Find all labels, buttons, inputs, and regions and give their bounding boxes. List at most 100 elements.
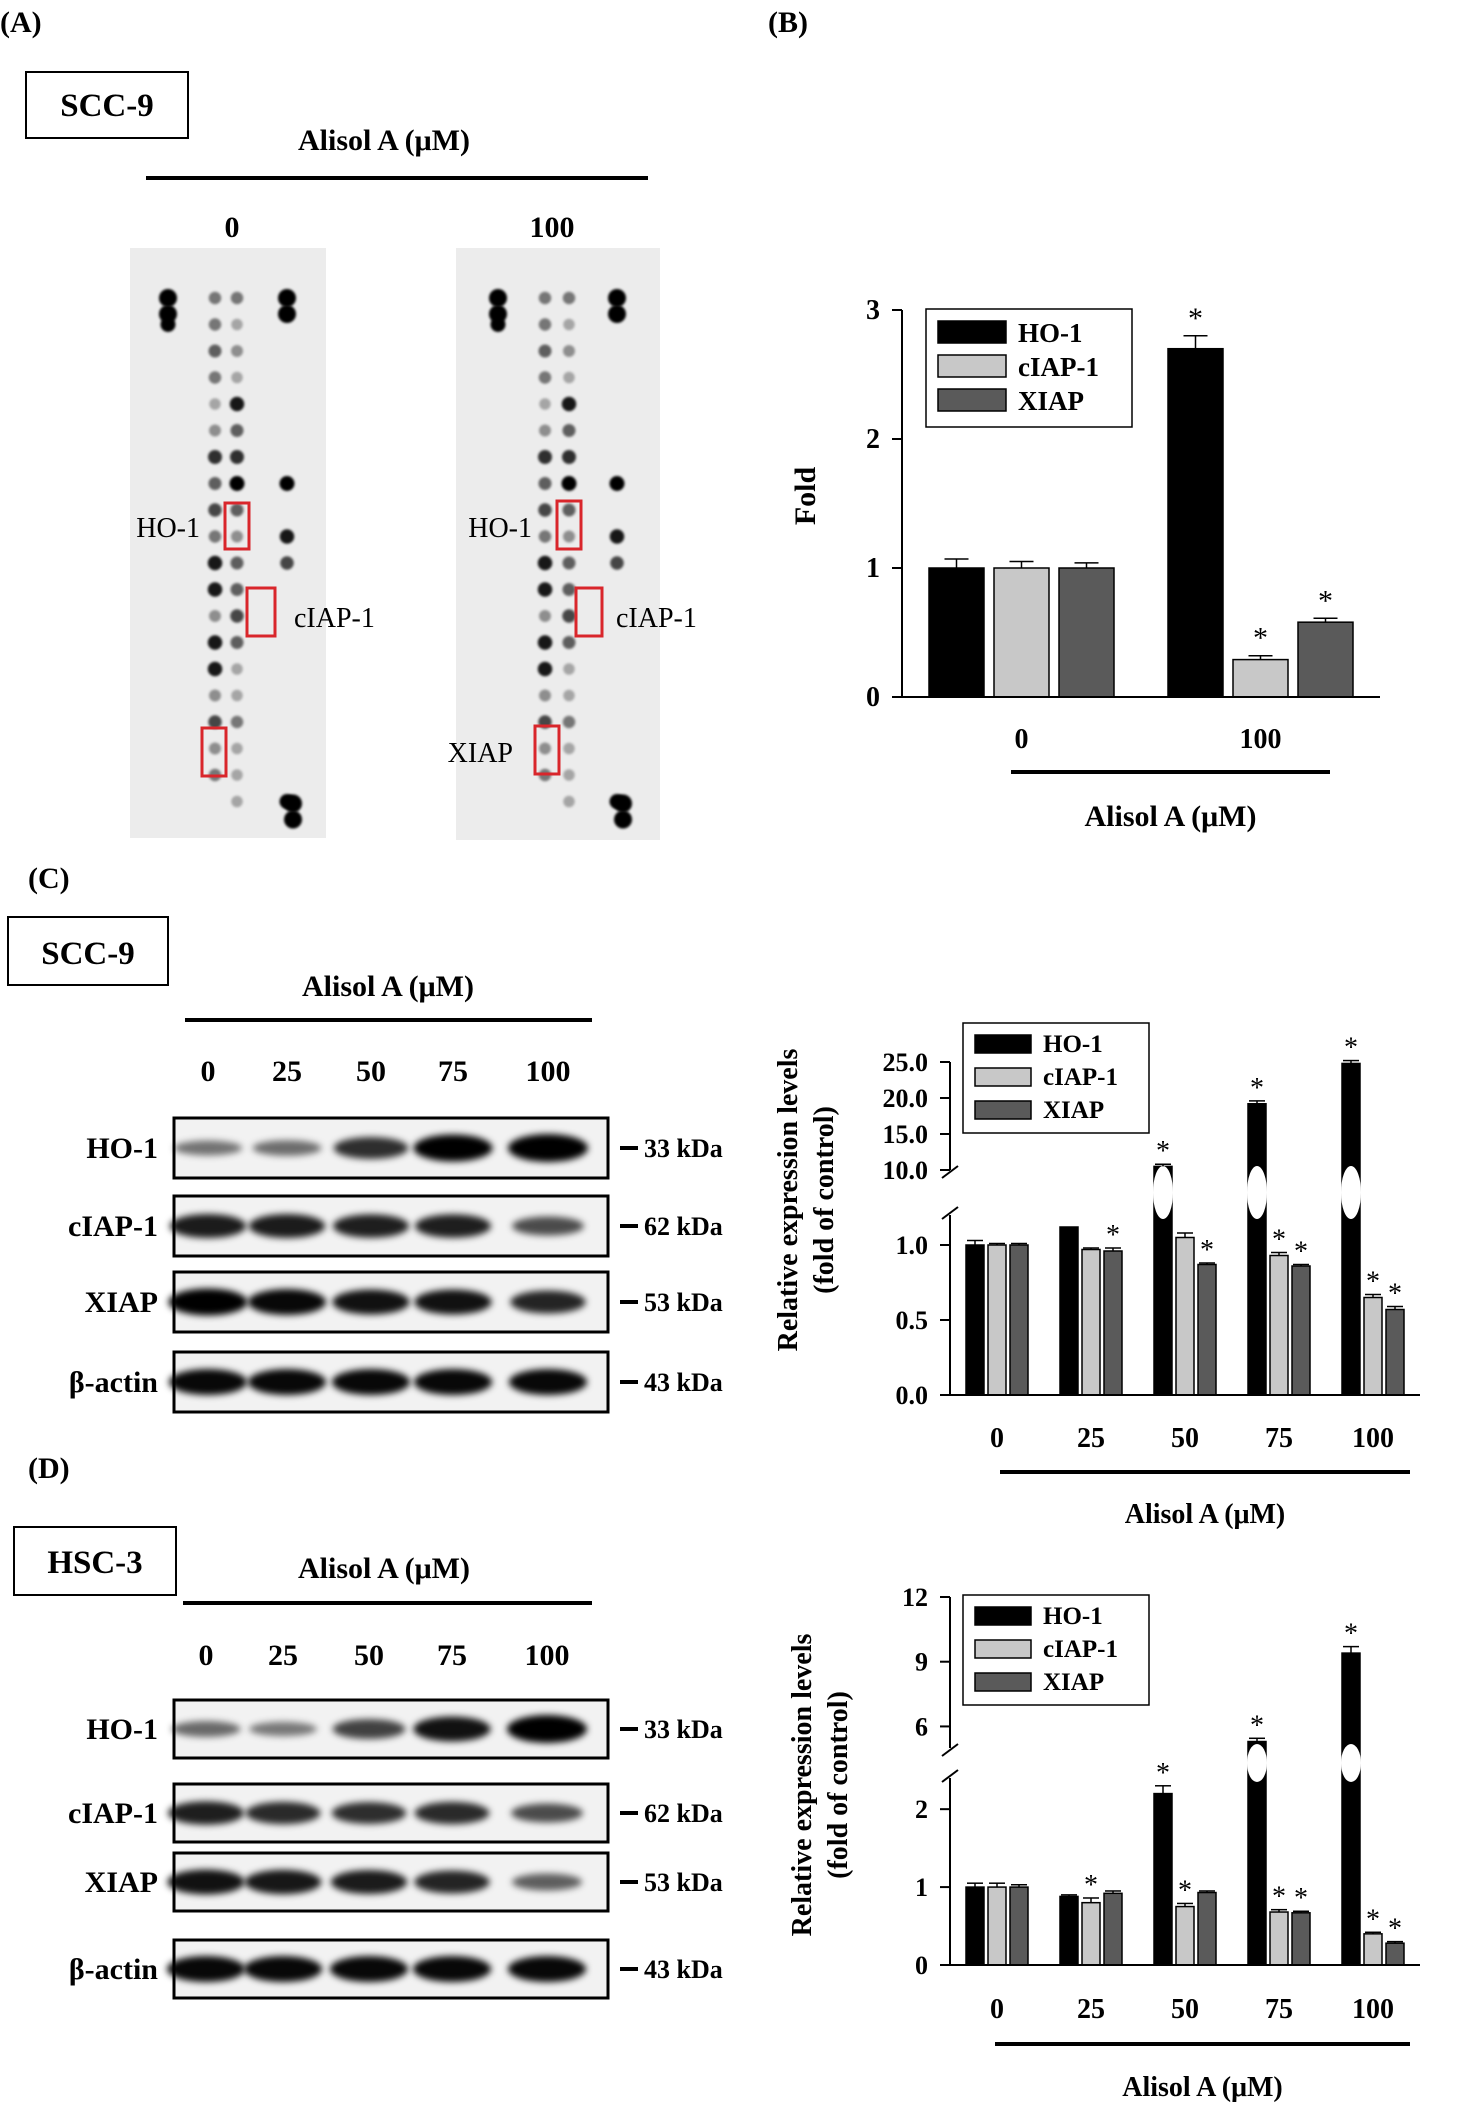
x-tick-label: 100 [1240,724,1282,755]
highlight-box-ciap1-100 [574,586,604,638]
blot-band [332,1289,410,1315]
bar-ho-1 [1167,347,1224,698]
array-spot [563,345,575,357]
bar-ciap-1 [1269,1911,1289,1966]
bar-xiap [1103,1250,1123,1396]
blot-band [413,1369,493,1395]
array-spot [209,610,221,622]
significance-star: * [1294,1883,1308,1914]
panel-a-dose-0: 0 [225,211,240,244]
y-axis-label: Fold [789,467,822,526]
bar-xiap [1197,1263,1217,1396]
x-tick-label: 25 [1077,1994,1105,2025]
array-spot [538,450,552,464]
size-label: 62 kDa [644,1212,723,1241]
array-spot [538,291,552,305]
blot-band [333,1137,409,1159]
panel-a-treatment-label: Alisol A (μM) [298,124,470,157]
legend-label-xiap: XIAP [1018,386,1084,416]
y-tick-label: 0 [866,682,880,713]
bar-xiap [1385,1942,1405,1966]
array-spot [208,477,222,490]
significance-star: * [1388,1914,1402,1945]
dose-label: 0 [201,1055,216,1088]
blot-band [244,1869,322,1895]
legend-label-ciap-1: cIAP-1 [1043,1636,1118,1663]
legend-label-ho-1: HO-1 [1043,1603,1103,1630]
array-spot [562,715,576,729]
array-spot [538,503,552,517]
array-spot [209,742,221,755]
array-spot [561,476,577,491]
y-tick-label: 12 [902,1583,928,1612]
blot-band [413,1716,491,1742]
panel-c-cell-line: SCC-9 [41,936,135,972]
array-spot [230,556,244,570]
blot-band [252,1140,322,1156]
array-spot [208,371,222,384]
array-spot [230,715,244,729]
significance-star: * [1318,584,1333,617]
y-tick-label: 25.0 [883,1048,929,1077]
array-spot [537,661,553,677]
protein-label: β-actin [69,1953,158,1986]
panel-a: (A) SCC-9 Alisol A (μM) 0 100 HO-1 cIAP-… [0,6,697,840]
blot-band [414,1801,490,1825]
array-spot [279,476,295,491]
axis-break-mark [941,1743,959,1757]
blot-band [245,1801,321,1825]
legend-label-ciap-1: cIAP-1 [1043,1064,1118,1091]
x-tick-label: 75 [1265,1423,1293,1454]
array-spot-reference [278,305,296,323]
array-spot [279,529,295,544]
bar-ciap-1 [1363,1933,1383,1966]
bar-xiap [1385,1308,1405,1396]
x-axis-label: Alisol A (μM) [1084,800,1256,833]
array-spot [538,530,552,543]
protein-label: XIAP [85,1286,158,1319]
spot-label-ho1-100: HO-1 [468,513,532,544]
panel-a-cell-line: SCC-9 [60,88,154,124]
y-tick-label: 0.5 [896,1306,929,1335]
array-spot [538,318,552,331]
highlight-box-ho1-100 [555,499,583,551]
array-spot [610,556,624,570]
blot-band [169,1214,247,1238]
array-spot [561,396,577,412]
x-tick-label: 50 [1171,1423,1199,1454]
blot-band [414,1214,492,1238]
bar-ciap-1 [1081,1901,1101,1966]
y-axis-label-2: (fold of control) [823,1691,854,1879]
blot-band [507,1956,587,1982]
bar-ciap-1 [1232,658,1289,698]
array-spot [231,742,243,755]
array-spot [609,476,625,491]
blot-band [249,1721,317,1737]
dose-label: 0 [199,1639,214,1672]
y-tick-label: 1.0 [896,1231,929,1260]
array-spot [208,344,222,358]
bar-ho-1 [1059,1226,1079,1396]
panel-a-cell-line-box [25,71,189,139]
blot-band [508,1134,588,1162]
legend-label-ho-1: HO-1 [1018,318,1083,348]
legend-swatch-ho-1 [974,1034,1032,1054]
size-label: 33 kDa [644,1134,723,1163]
legend-label-xiap: XIAP [1043,1097,1104,1124]
array-spot [207,555,223,571]
significance-star: * [1294,1237,1308,1268]
y-tick-label: 2 [866,424,880,455]
array-spot [539,610,551,622]
bar-ho-1 [1341,1652,1361,1966]
size-label: 43 kDa [644,1955,723,1984]
array-spot [208,291,222,305]
dose-label: 75 [438,1055,468,1088]
panel-c: (C) SCC-9 Alisol A (μM) 0 25 50 75 100 HO-1 33 … [7,862,1420,1530]
array-spot [562,583,576,596]
bar-break-gap [1341,1744,1361,1782]
significance-star: * [1106,1220,1120,1251]
array-spot [562,609,576,623]
array-spots-0 [159,289,302,829]
blot-band [511,1803,583,1823]
array-spot [563,689,575,702]
